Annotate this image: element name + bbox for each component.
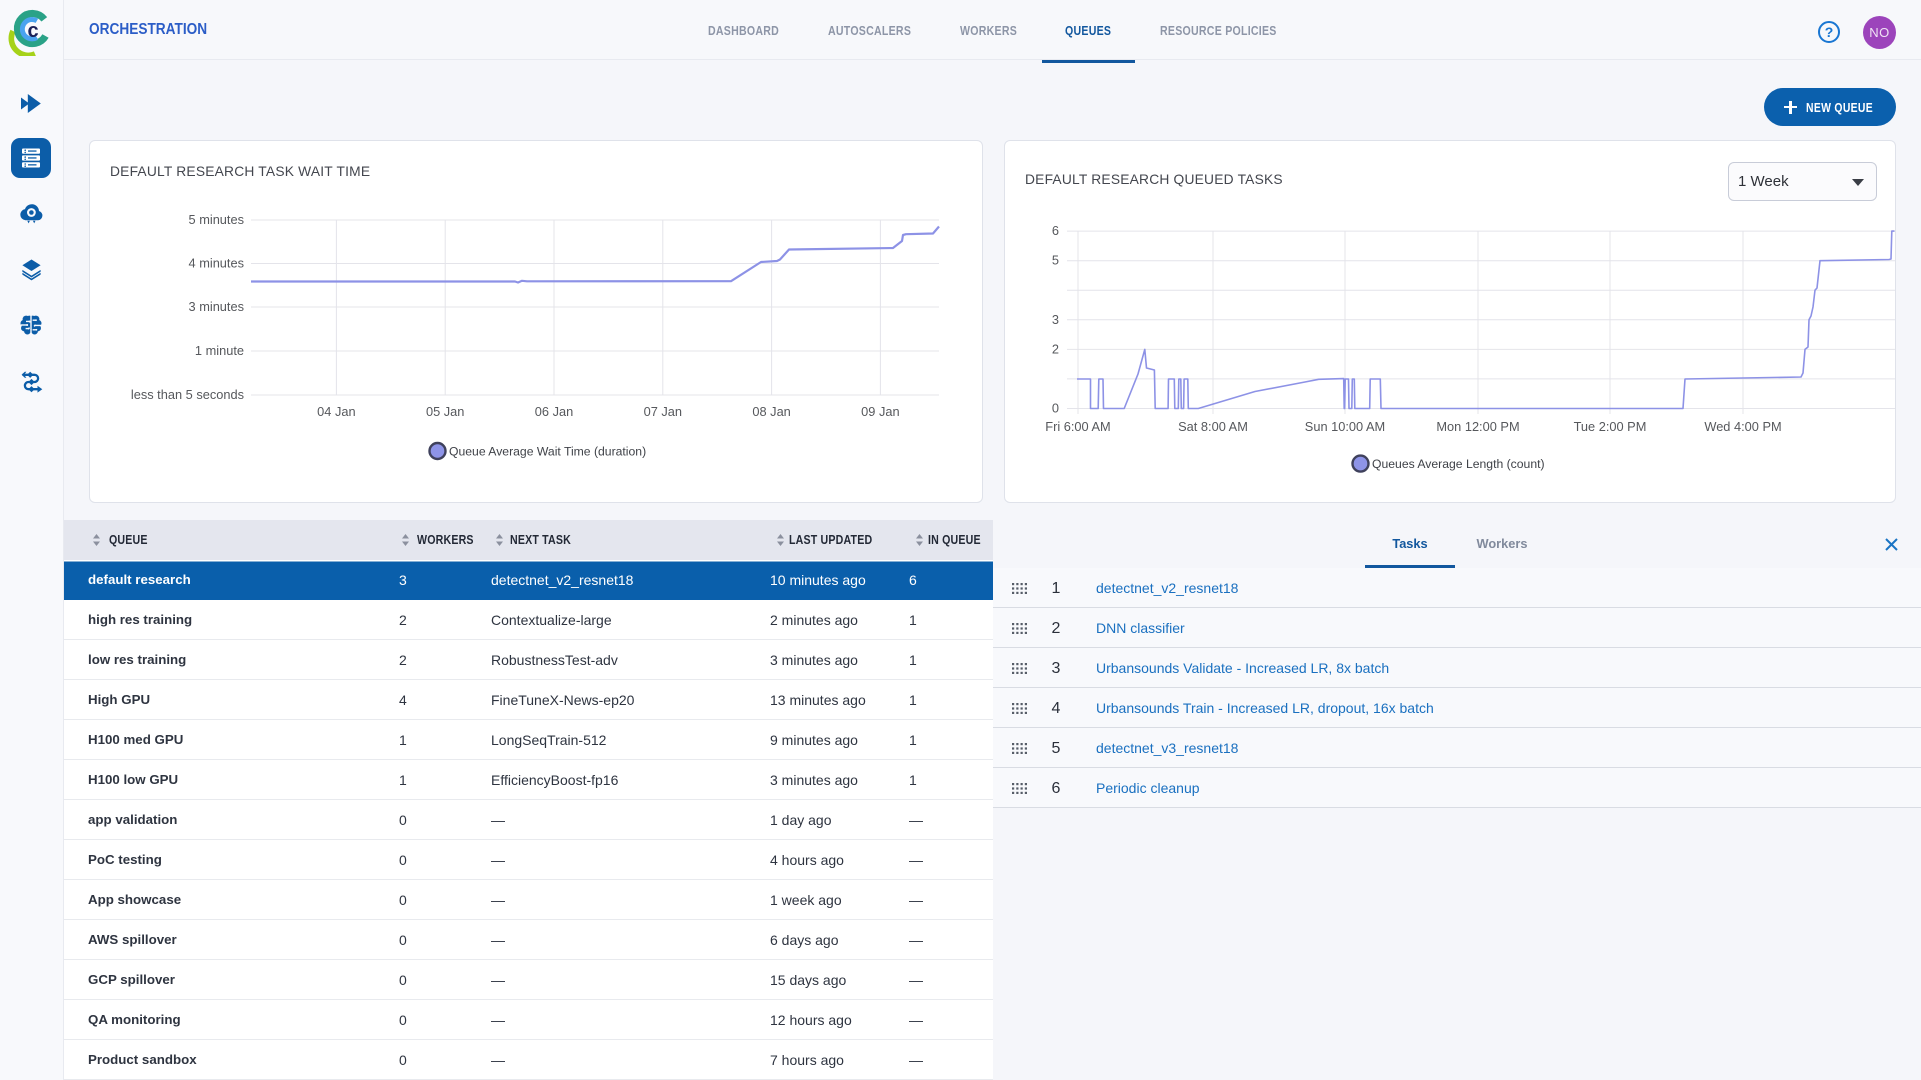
svg-text:5: 5 xyxy=(1052,253,1059,268)
svg-text:Tue 2:00 PM: Tue 2:00 PM xyxy=(1574,419,1647,434)
svg-text:08 Jan: 08 Jan xyxy=(752,404,790,419)
svg-text:5 minutes: 5 minutes xyxy=(189,212,244,227)
svg-text:Wed 4:00 PM: Wed 4:00 PM xyxy=(1704,419,1781,434)
svg-text:3: 3 xyxy=(1052,312,1059,327)
svg-text:Sat 8:00 AM: Sat 8:00 AM xyxy=(1178,419,1248,434)
svg-text:Sun 10:00 AM: Sun 10:00 AM xyxy=(1305,419,1385,434)
svg-text:Queues Average Length (count): Queues Average Length (count) xyxy=(1372,457,1545,471)
svg-text:6: 6 xyxy=(1052,223,1059,238)
svg-text:4 minutes: 4 minutes xyxy=(189,256,244,271)
svg-text:less than 5 seconds: less than 5 seconds xyxy=(131,387,244,402)
svg-text:1 minute: 1 minute xyxy=(195,343,244,358)
svg-text:Fri 6:00 AM: Fri 6:00 AM xyxy=(1045,419,1110,434)
svg-text:Queue Average Wait Time (durat: Queue Average Wait Time (duration) xyxy=(449,445,646,459)
svg-text:09 Jan: 09 Jan xyxy=(861,404,899,419)
svg-text:0: 0 xyxy=(1052,401,1059,416)
svg-text:3 minutes: 3 minutes xyxy=(189,299,244,314)
svg-text:c: c xyxy=(27,20,38,42)
svg-text:2: 2 xyxy=(1052,341,1059,356)
svg-text:07 Jan: 07 Jan xyxy=(644,404,682,419)
svg-text:Mon 12:00 PM: Mon 12:00 PM xyxy=(1436,419,1519,434)
svg-text:05 Jan: 05 Jan xyxy=(426,404,464,419)
svg-text:04 Jan: 04 Jan xyxy=(317,404,355,419)
svg-text:06 Jan: 06 Jan xyxy=(535,404,573,419)
